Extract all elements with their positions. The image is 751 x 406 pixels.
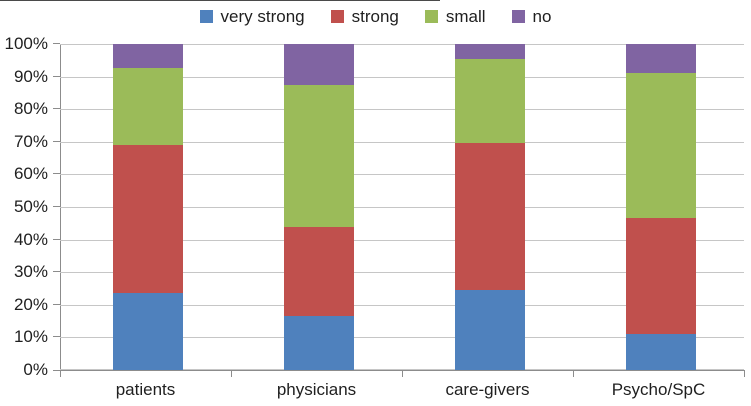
legend-swatch-strong xyxy=(330,9,344,23)
y-axis-tick-80% xyxy=(53,108,60,110)
y-tick-label-20%: 20% xyxy=(13,294,48,314)
x-axis-tick-2 xyxy=(402,371,403,377)
bar-segment-strong xyxy=(454,143,525,291)
y-tick-label-30%: 30% xyxy=(13,262,48,282)
y-axis-tick-20% xyxy=(53,303,60,305)
legend-swatch-no xyxy=(511,9,525,23)
bar-segment-small xyxy=(283,84,354,227)
y-tick-label-100%: 100% xyxy=(4,34,48,53)
gridline-0 xyxy=(60,369,744,370)
bar-physicians xyxy=(283,44,354,370)
y-tick-label-60%: 60% xyxy=(13,164,48,184)
bar-segment-strong xyxy=(625,218,696,335)
legend-label-small: small xyxy=(445,6,486,26)
x-axis-tick-0 xyxy=(60,371,61,377)
legend-label-strong: strong xyxy=(351,6,399,26)
x-axis-tick-4 xyxy=(744,371,745,377)
legend-item-small: small xyxy=(424,6,486,26)
y-tick-label-0%: 0% xyxy=(23,360,48,379)
gridline-80 xyxy=(60,109,744,111)
bar-segment-very-strong xyxy=(625,334,696,370)
bar-segment-strong xyxy=(112,145,183,294)
gridline-10 xyxy=(60,337,744,339)
plot-area xyxy=(60,44,744,370)
bar-segment-small xyxy=(625,73,696,219)
gridline-60 xyxy=(60,174,744,176)
legend-label-very-strong: very strong xyxy=(220,6,305,26)
y-tick-label-50%: 50% xyxy=(13,197,48,216)
gridline-100 xyxy=(60,44,744,45)
y-axis-tick-70% xyxy=(53,140,60,142)
category-label-Psycho/SpC: Psycho/SpC xyxy=(611,380,706,399)
bar-Psycho/SpC xyxy=(625,44,696,370)
y-tick-label-70%: 70% xyxy=(13,131,48,151)
bar-segment-no xyxy=(283,44,354,85)
y-tick-label-90%: 90% xyxy=(13,66,48,86)
gridline-20 xyxy=(60,304,744,306)
gridline-30 xyxy=(60,272,744,274)
bar-segment-no xyxy=(454,44,525,59)
bar-segment-very-strong xyxy=(454,290,525,370)
y-tick-label-80%: 80% xyxy=(13,99,48,119)
y-tick-label-40%: 40% xyxy=(13,229,48,249)
x-axis-tick-3 xyxy=(573,371,574,377)
category-label-care-givers: care-givers xyxy=(445,380,530,399)
legend-item-no: no xyxy=(511,6,552,26)
chart-legend: very strong strong small no xyxy=(0,2,751,30)
y-axis-tick-40% xyxy=(53,238,60,240)
x-axis-tick-1 xyxy=(231,371,232,377)
y-axis-tick-100% xyxy=(53,43,60,44)
bar-segment-strong xyxy=(283,226,354,317)
y-axis-tick-50% xyxy=(53,206,60,207)
bar-patients xyxy=(112,44,183,370)
legend-swatch-very-strong xyxy=(199,9,213,23)
gridline-40 xyxy=(60,239,744,241)
legend-item-strong: strong xyxy=(330,6,399,26)
bar-segment-no xyxy=(112,44,183,69)
category-label-physicians: physicians xyxy=(276,380,357,399)
category-label-patients: patients xyxy=(115,380,176,399)
y-tick-label-10%: 10% xyxy=(13,327,48,347)
bar-segment-small xyxy=(112,68,183,146)
y-axis-tick-30% xyxy=(53,271,60,273)
gridline-70 xyxy=(60,141,744,143)
bar-segment-very-strong xyxy=(112,293,183,370)
bar-care-givers xyxy=(454,44,525,370)
bar-segment-very-strong xyxy=(283,316,354,370)
y-axis-tick-0% xyxy=(53,370,60,371)
bar-segment-no xyxy=(625,44,696,74)
y-axis-tick-10% xyxy=(53,336,60,338)
legend-swatch-small xyxy=(424,9,438,23)
gridline-90 xyxy=(60,76,744,78)
x-axis-line xyxy=(60,370,745,371)
y-axis-tick-90% xyxy=(53,75,60,77)
bar-segment-small xyxy=(454,58,525,144)
legend-label-no: no xyxy=(532,6,552,26)
legend-item-very-strong: very strong xyxy=(199,6,305,26)
gridline-50 xyxy=(60,207,744,208)
y-axis-tick-60% xyxy=(53,173,60,175)
top-edge-artifact-line xyxy=(0,0,440,1)
